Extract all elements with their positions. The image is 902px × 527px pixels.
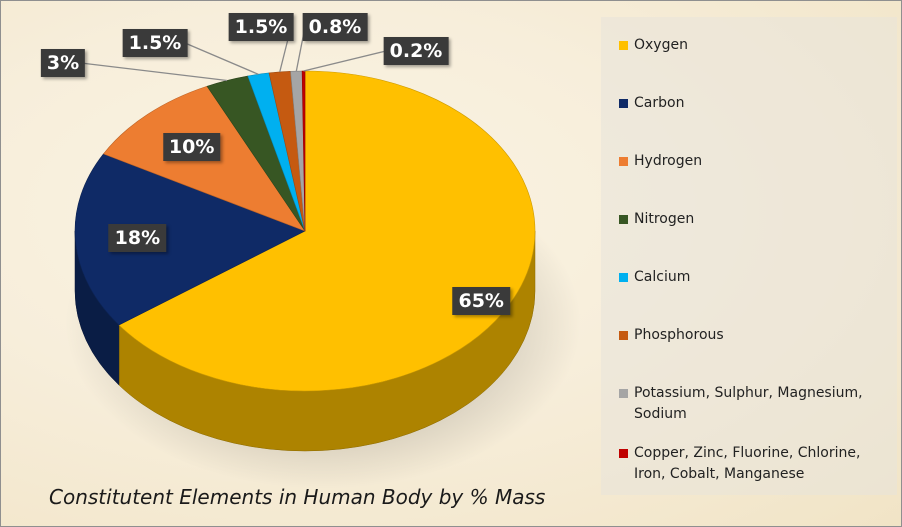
pie-slice-carbon xyxy=(74,153,306,326)
legend-swatch xyxy=(619,41,628,50)
legend-swatch xyxy=(619,157,628,166)
legend-label: Calcium xyxy=(634,269,691,285)
legend-label: Nitrogen xyxy=(634,211,695,227)
pie-top xyxy=(74,70,536,392)
legend-label: Phosphorous xyxy=(634,327,724,343)
data-label-phosphorous: 1.5% xyxy=(228,13,294,41)
data-label-calcium: 1.5% xyxy=(122,29,188,57)
legend: Oxygen Carbon Hydrogen Nitrogen Calcium Phosp… xyxy=(601,17,897,495)
legend-label: Carbon xyxy=(634,95,685,111)
legend-swatch xyxy=(619,273,628,282)
legend-label: Potassium, Sulphur, Magnesium, Sodium xyxy=(634,385,863,422)
legend-label: Copper, Zinc, Fluorine, Chlorine, Iron, … xyxy=(634,445,861,482)
legend-swatch xyxy=(619,99,628,108)
legend-swatch xyxy=(619,449,628,458)
data-label-potassium-sulphur-magnesium-sodium: 0.8% xyxy=(302,13,368,41)
data-label-nitrogen: 3% xyxy=(40,49,86,77)
leader-line-copper-zinc-fluorine-chlorine-iron-cobalt-manganese xyxy=(303,50,387,72)
leader-line-calcium xyxy=(184,42,259,75)
leader-line-nitrogen xyxy=(80,62,228,82)
legend-swatch xyxy=(619,331,628,340)
data-label-oxygen: 65% xyxy=(452,287,510,316)
data-label-carbon: 18% xyxy=(108,224,167,253)
data-label-hydrogen: 10% xyxy=(162,133,221,162)
chart-title: Constitutent Elements in Human Body by %… xyxy=(49,485,546,509)
legend-swatch xyxy=(619,215,628,224)
legend-label: Oxygen xyxy=(634,37,688,53)
data-label-copper-zinc-fluorine-chlorine-iron-cobalt-manganese: 0.2% xyxy=(383,37,449,65)
legend-label: Hydrogen xyxy=(634,153,703,169)
legend-swatch xyxy=(619,389,628,398)
